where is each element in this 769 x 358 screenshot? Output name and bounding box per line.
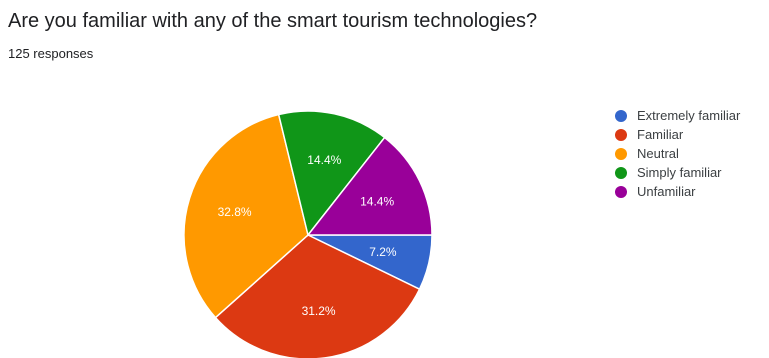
legend-label: Simply familiar [637, 165, 722, 180]
legend-item: Familiar [615, 125, 740, 144]
slice-value-label: 31.2% [302, 304, 336, 318]
pie-slice-simply-familiar [277, 110, 386, 237]
legend-swatch [615, 147, 627, 160]
legend-swatch [615, 109, 627, 122]
legend-swatch [615, 185, 627, 198]
legend-item: Extremely familiar [615, 106, 740, 125]
pie-slice-neutral [183, 113, 309, 319]
pie-slice-unfamiliar [306, 136, 433, 236]
slice-value-label: 7.2% [369, 245, 397, 259]
response-count: 125 responses [8, 46, 94, 61]
chart-legend: Extremely familiar Familiar Neutral Simply … [615, 106, 740, 201]
legend-item: Neutral [615, 144, 740, 163]
slice-value-label: 14.4% [360, 194, 394, 208]
legend-item: Unfamiliar [615, 182, 740, 201]
chart-title: Are you familiar with any of the smart t… [8, 10, 538, 32]
legend-swatch [615, 166, 627, 179]
legend-swatch [615, 128, 627, 141]
legend-label: Extremely familiar [637, 108, 741, 123]
slice-value-label: 14.4% [307, 153, 341, 167]
legend-label: Familiar [637, 127, 684, 142]
legend-label: Unfamiliar [637, 184, 696, 199]
slice-value-label: 32.8% [218, 205, 252, 219]
legend-label: Neutral [637, 146, 679, 161]
legend-item: Simply familiar [615, 163, 740, 182]
